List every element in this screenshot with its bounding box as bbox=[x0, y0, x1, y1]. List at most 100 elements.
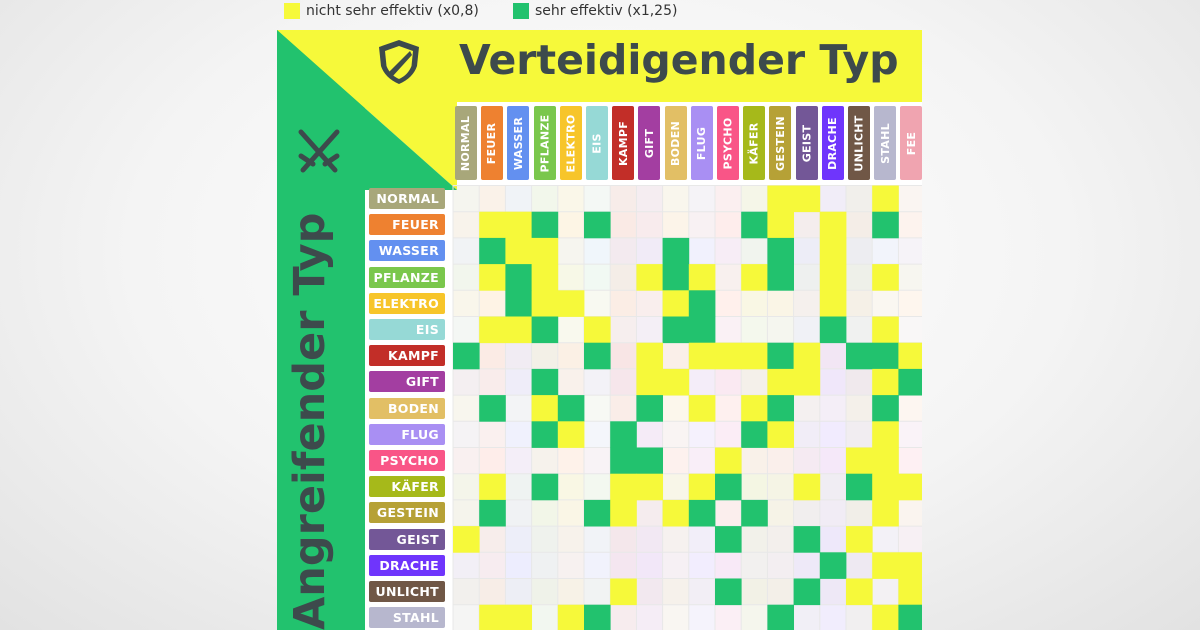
cell-super-effective bbox=[505, 264, 532, 291]
cell-super-effective bbox=[479, 499, 506, 527]
cell-super-effective bbox=[636, 447, 663, 475]
cell-not-very-effective bbox=[688, 342, 716, 370]
cell-not-very-effective bbox=[741, 395, 768, 422]
cell-super-effective bbox=[767, 237, 794, 265]
cell-not-very-effective bbox=[479, 473, 506, 501]
attacker-label-eis: EIS bbox=[369, 319, 445, 340]
defender-label-gestein: GESTEIN bbox=[769, 106, 792, 180]
cell-not-very-effective bbox=[531, 237, 559, 265]
column-stripe bbox=[715, 185, 742, 630]
defender-label-drache: DRACHE bbox=[821, 106, 844, 180]
defender-label-text: KÄFER bbox=[747, 121, 761, 165]
defender-label-flug: FLUG bbox=[690, 106, 713, 180]
defender-title: Verteidigender Typ bbox=[459, 36, 899, 84]
cell-super-effective bbox=[846, 342, 873, 370]
defender-label-boden: BODEN bbox=[664, 106, 687, 180]
cell-super-effective bbox=[531, 368, 559, 396]
type-chart-poster: Verteidigender Typ Angreifender Typ NORM… bbox=[277, 30, 922, 630]
defender-label-text: EIS bbox=[590, 132, 604, 154]
attacker-label-gift: GIFT bbox=[369, 371, 445, 393]
cell-super-effective bbox=[793, 526, 821, 553]
cell-super-effective bbox=[741, 499, 768, 527]
cell-not-very-effective bbox=[505, 237, 532, 265]
defender-label-text: UNLICHT bbox=[852, 114, 866, 172]
shield-icon bbox=[379, 40, 419, 84]
cell-not-very-effective bbox=[793, 368, 821, 396]
cell-not-very-effective bbox=[688, 473, 716, 501]
cell-not-very-effective bbox=[557, 290, 585, 317]
cell-not-very-effective bbox=[636, 368, 663, 396]
column-stripe bbox=[610, 185, 637, 630]
cell-not-very-effective bbox=[479, 316, 506, 344]
cell-super-effective bbox=[610, 447, 637, 475]
cell-not-very-effective bbox=[819, 290, 847, 317]
cell-super-effective bbox=[584, 342, 611, 370]
defender-label-text: KAMPF bbox=[616, 120, 630, 166]
defender-label-unlicht: UNLICHT bbox=[848, 106, 870, 180]
cell-super-effective bbox=[531, 473, 559, 501]
cell-super-effective bbox=[715, 526, 742, 553]
cell-not-very-effective bbox=[662, 368, 690, 396]
attacker-label-elektro: ELEKTRO bbox=[369, 292, 445, 314]
cell-not-very-effective bbox=[715, 447, 742, 475]
legend-label-weak: nicht sehr effektiv (x0,8) bbox=[306, 3, 479, 19]
cell-super-effective bbox=[557, 395, 585, 422]
cell-not-very-effective bbox=[741, 264, 768, 291]
cell-not-very-effective bbox=[819, 237, 847, 265]
attacker-label-feuer: FEUER bbox=[369, 214, 445, 236]
cell-super-effective bbox=[584, 499, 611, 527]
cell-super-effective bbox=[688, 499, 716, 527]
defender-label-text: GIFT bbox=[642, 128, 656, 158]
cell-not-very-effective bbox=[531, 290, 559, 317]
cell-not-very-effective bbox=[767, 185, 794, 213]
defender-label-stahl: STAHL bbox=[874, 106, 897, 180]
cell-not-very-effective bbox=[505, 211, 532, 239]
defender-label-gift: GIFT bbox=[638, 106, 661, 180]
attacker-label-normal: NORMAL bbox=[369, 188, 445, 209]
defender-label-psycho: PSYCHO bbox=[717, 106, 739, 180]
cell-not-very-effective bbox=[872, 604, 899, 630]
defender-label-text: GESTEIN bbox=[773, 115, 787, 171]
cell-not-very-effective bbox=[767, 211, 794, 239]
cell-not-very-effective bbox=[898, 342, 922, 370]
cell-not-very-effective bbox=[715, 342, 742, 370]
column-stripe bbox=[898, 185, 922, 630]
cell-super-effective bbox=[846, 473, 873, 501]
cell-not-very-effective bbox=[767, 421, 794, 448]
cell-super-effective bbox=[767, 395, 794, 422]
cell-not-very-effective bbox=[610, 499, 637, 527]
defender-label-text: WASSER bbox=[511, 116, 525, 170]
defender-label-text: FEUER bbox=[485, 122, 499, 164]
cell-super-effective bbox=[767, 264, 794, 291]
defender-label-text: STAHL bbox=[878, 122, 892, 164]
cell-super-effective bbox=[872, 211, 899, 239]
cell-not-very-effective bbox=[505, 604, 532, 630]
cell-super-effective bbox=[741, 421, 768, 448]
cell-not-very-effective bbox=[479, 604, 506, 630]
cell-not-very-effective bbox=[898, 578, 922, 606]
cell-not-very-effective bbox=[872, 264, 899, 291]
effectiveness-grid bbox=[452, 185, 922, 630]
cell-super-effective bbox=[479, 237, 506, 265]
column-stripe bbox=[793, 185, 820, 630]
defender-label-text: BODEN bbox=[669, 120, 683, 166]
attacker-label-wasser: WASSER bbox=[369, 240, 445, 262]
cell-super-effective bbox=[715, 473, 742, 501]
cell-not-very-effective bbox=[662, 499, 690, 527]
defender-label-text: FEE bbox=[904, 131, 918, 155]
cell-super-effective bbox=[610, 421, 637, 448]
defender-label-text: DRACHE bbox=[826, 116, 840, 170]
cell-not-very-effective bbox=[479, 264, 506, 291]
legend-item: nicht sehr effektiv (x0,8) bbox=[284, 0, 479, 22]
cell-not-very-effective bbox=[872, 552, 899, 579]
cell-not-very-effective bbox=[846, 578, 873, 606]
column-stripe bbox=[846, 185, 873, 630]
cell-super-effective bbox=[741, 211, 768, 239]
row-stripe bbox=[453, 421, 922, 448]
defender-label-wasser: WASSER bbox=[507, 106, 530, 180]
cell-super-effective bbox=[872, 395, 899, 422]
defender-label-feuer: FEUER bbox=[481, 106, 504, 180]
cell-not-very-effective bbox=[584, 316, 611, 344]
cell-not-very-effective bbox=[872, 316, 899, 344]
cell-not-very-effective bbox=[872, 368, 899, 396]
